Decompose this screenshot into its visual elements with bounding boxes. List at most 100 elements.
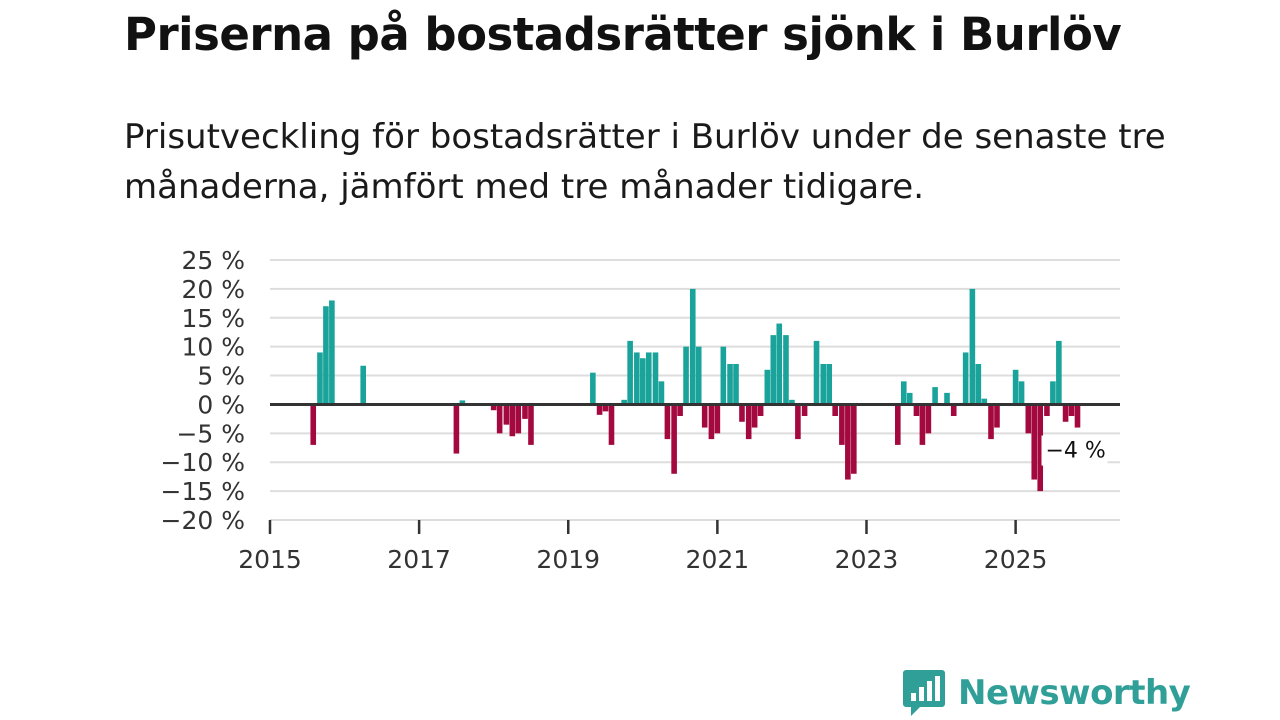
x-tick-label: 2021 xyxy=(686,545,750,574)
bars xyxy=(310,288,1081,492)
bar xyxy=(652,352,659,405)
bar xyxy=(317,352,323,405)
bar xyxy=(975,364,982,405)
bar xyxy=(751,404,758,428)
bar xyxy=(664,404,671,440)
bar xyxy=(459,400,466,405)
x-tick-label: 2023 xyxy=(835,545,899,574)
y-tick-label: −10 % xyxy=(161,448,245,477)
bar xyxy=(727,364,733,405)
bar xyxy=(981,398,988,405)
x-tick-label: 2017 xyxy=(387,545,451,574)
bar xyxy=(602,404,609,412)
x-tick-label: 2015 xyxy=(238,545,302,574)
bar xyxy=(900,381,907,405)
bar xyxy=(522,404,528,419)
bar xyxy=(590,372,596,405)
y-tick-label: −20 % xyxy=(161,506,245,535)
x-tick-label: 2025 xyxy=(984,545,1048,574)
y-tick-label: 10 % xyxy=(181,333,245,362)
bar xyxy=(962,352,969,405)
bar xyxy=(634,352,640,405)
bar xyxy=(640,358,646,405)
bar xyxy=(1025,404,1032,434)
bar xyxy=(608,404,615,445)
bar xyxy=(795,404,801,440)
bar xyxy=(1056,340,1062,405)
bar xyxy=(671,404,677,474)
bar xyxy=(789,399,795,405)
bar xyxy=(776,323,783,405)
end-label-bg xyxy=(1041,435,1108,466)
newsworthy-logo-text: Newsworthy xyxy=(958,673,1191,713)
bar xyxy=(720,346,727,405)
bar xyxy=(783,335,789,405)
bar xyxy=(658,381,665,405)
bar xyxy=(801,404,808,416)
bar xyxy=(932,387,938,405)
bar xyxy=(919,404,926,445)
newsworthy-logo: Newsworthy xyxy=(902,668,1191,718)
bar xyxy=(845,404,851,480)
bar xyxy=(950,404,957,416)
bar xyxy=(895,404,901,445)
bar xyxy=(503,404,510,425)
bar xyxy=(515,404,522,434)
bar xyxy=(329,300,335,405)
y-tick-label: −15 % xyxy=(161,477,245,506)
bar xyxy=(528,404,534,445)
bar xyxy=(496,404,503,434)
bar xyxy=(733,364,739,405)
axes xyxy=(268,402,1120,534)
bar xyxy=(1050,381,1056,405)
bar xyxy=(453,404,460,454)
bar xyxy=(832,404,838,416)
bar xyxy=(851,404,857,474)
bar xyxy=(490,404,497,411)
y-tick-label: 0 % xyxy=(197,390,245,419)
bar xyxy=(906,392,913,405)
bar xyxy=(925,404,932,434)
bar xyxy=(1062,404,1069,422)
bar xyxy=(739,404,745,422)
bar xyxy=(1012,369,1019,405)
chart-subtitle: Prisutveckling för bostadsrätter i Burlö… xyxy=(124,117,1166,207)
bar xyxy=(969,288,976,405)
y-tick-label: 15 % xyxy=(181,304,245,333)
bar xyxy=(770,335,777,405)
bar xyxy=(627,340,633,405)
bar xyxy=(701,404,708,428)
bar xyxy=(714,404,721,434)
bar xyxy=(826,364,833,405)
bar xyxy=(310,404,317,445)
y-tick-label: −5 % xyxy=(176,419,245,448)
bar xyxy=(360,365,367,405)
bar-chart: 25 %20 %15 %10 %5 %0 %−5 %−10 %−15 %−20 … xyxy=(161,246,1120,574)
y-tick-label: 5 % xyxy=(197,362,245,391)
newsworthy-logo-icon xyxy=(903,670,945,716)
bar xyxy=(994,404,1000,428)
y-tick-label: 20 % xyxy=(181,275,245,304)
bar xyxy=(764,369,771,405)
bar xyxy=(683,346,689,405)
bar xyxy=(689,288,696,405)
bar xyxy=(745,404,752,440)
chart-title: Priserna på bostadsrätter sjönk i Burlöv xyxy=(124,8,1122,61)
y-tick-label: 25 % xyxy=(181,246,245,275)
bar xyxy=(1018,381,1025,405)
bar xyxy=(913,404,920,416)
bar xyxy=(813,340,820,405)
bar xyxy=(1044,404,1050,416)
bar xyxy=(708,404,715,440)
bar xyxy=(695,346,702,405)
bar xyxy=(820,364,827,405)
bar xyxy=(757,404,764,416)
bar xyxy=(1031,404,1038,480)
bar xyxy=(645,352,652,405)
end-value-label: −4 % xyxy=(1046,439,1106,464)
bar xyxy=(988,404,994,440)
bar xyxy=(596,404,603,415)
bar xyxy=(1074,404,1081,428)
bar xyxy=(621,399,627,405)
bar xyxy=(944,392,950,405)
